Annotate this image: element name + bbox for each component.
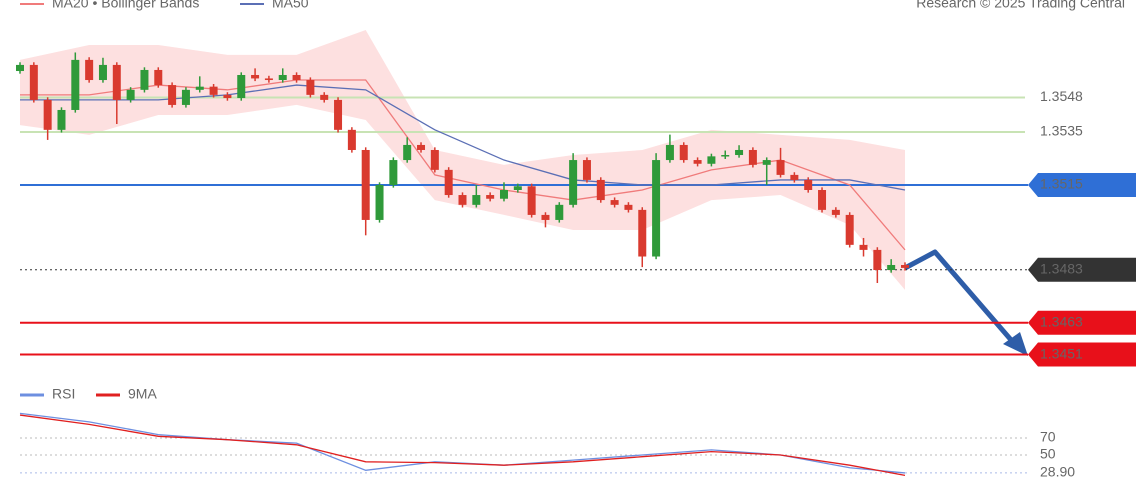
candle-body <box>112 64 121 100</box>
forecast-arrow <box>903 249 1020 350</box>
level-label: 1.3451 <box>1040 345 1083 361</box>
candle-body <box>223 94 232 99</box>
candle-body <box>859 244 868 250</box>
candle-body <box>721 155 730 157</box>
candle-body <box>845 214 854 245</box>
candle-body <box>707 156 716 164</box>
candle-body <box>278 74 287 81</box>
candle-body <box>790 174 799 180</box>
candle-body <box>693 160 702 164</box>
candle-body <box>444 169 453 196</box>
level-box <box>1028 172 1136 197</box>
candle-body <box>154 69 163 86</box>
candle-body <box>748 149 757 165</box>
candle-body <box>513 186 522 190</box>
candle-body <box>126 89 135 100</box>
legend-label: RSI <box>52 386 75 402</box>
level-label: 1.3463 <box>1040 313 1083 329</box>
candle-body <box>292 74 301 81</box>
candle-body <box>85 59 94 81</box>
candle-body <box>638 209 647 257</box>
candle-body <box>375 184 384 220</box>
candle-body <box>347 129 356 150</box>
candle-body <box>251 74 260 79</box>
level-label: 1.3548 <box>1040 88 1083 104</box>
candle-body <box>541 214 550 220</box>
candle-body <box>804 179 813 190</box>
candle-body <box>776 160 785 175</box>
candle-body <box>582 160 591 180</box>
y-tick-label: 70 <box>1040 429 1056 445</box>
candle-body <box>499 190 508 199</box>
candle-body <box>901 264 909 268</box>
candle-body <box>665 144 674 161</box>
candle-body <box>762 160 771 165</box>
candle-body <box>430 149 439 170</box>
candle-body <box>209 86 218 95</box>
level-label: 1.3483 <box>1040 260 1083 276</box>
candle-body <box>887 264 896 271</box>
candle-body <box>29 64 38 100</box>
source: Research © 2025 Trading Central <box>916 0 1125 11</box>
candle-body <box>16 64 24 72</box>
candle-body <box>472 195 481 205</box>
candle-body <box>417 144 426 150</box>
candle-body <box>873 249 882 271</box>
candle-body <box>555 204 564 220</box>
level-box <box>1028 257 1136 282</box>
legend-label: 9MA <box>128 386 157 402</box>
y-tick-label: 50 <box>1040 446 1056 462</box>
legend-label: MA20 • Bollinger Bands <box>52 0 199 11</box>
candle-body <box>652 160 661 257</box>
candle-body <box>264 78 273 81</box>
candle-body <box>818 190 827 210</box>
candle-body <box>140 69 149 90</box>
candle-body <box>334 99 343 130</box>
candle-body <box>237 74 246 99</box>
candle-body <box>43 99 52 130</box>
candle-body <box>389 160 398 185</box>
candle-body <box>403 144 412 161</box>
candle-body <box>735 149 744 156</box>
level-box <box>1028 310 1136 335</box>
candle-body <box>831 209 840 215</box>
candle-body <box>361 149 370 220</box>
candle-body <box>569 160 578 205</box>
candle-body <box>57 109 66 130</box>
candle-body <box>320 94 329 100</box>
level-label: 1.3535 <box>1040 123 1083 139</box>
candle-body <box>610 200 619 205</box>
y-tick-label: 28.90 <box>1040 464 1075 480</box>
candle-body <box>195 86 204 90</box>
level-label: 1.3515 <box>1040 176 1083 192</box>
candle-body <box>98 64 107 81</box>
candle-body <box>458 195 467 205</box>
candle-body <box>168 85 177 105</box>
candle-body <box>527 186 536 215</box>
candle-body <box>71 59 80 110</box>
rsi-line <box>19 414 906 477</box>
candle-body <box>306 80 315 95</box>
level-box <box>1028 342 1136 367</box>
candle-body <box>624 204 633 210</box>
candle-body <box>181 89 190 105</box>
candle-body <box>596 179 605 201</box>
candle-body <box>679 144 688 161</box>
arrow-head <box>1003 332 1028 356</box>
legend-label: MA50 <box>272 0 309 11</box>
candle-body <box>486 195 495 199</box>
